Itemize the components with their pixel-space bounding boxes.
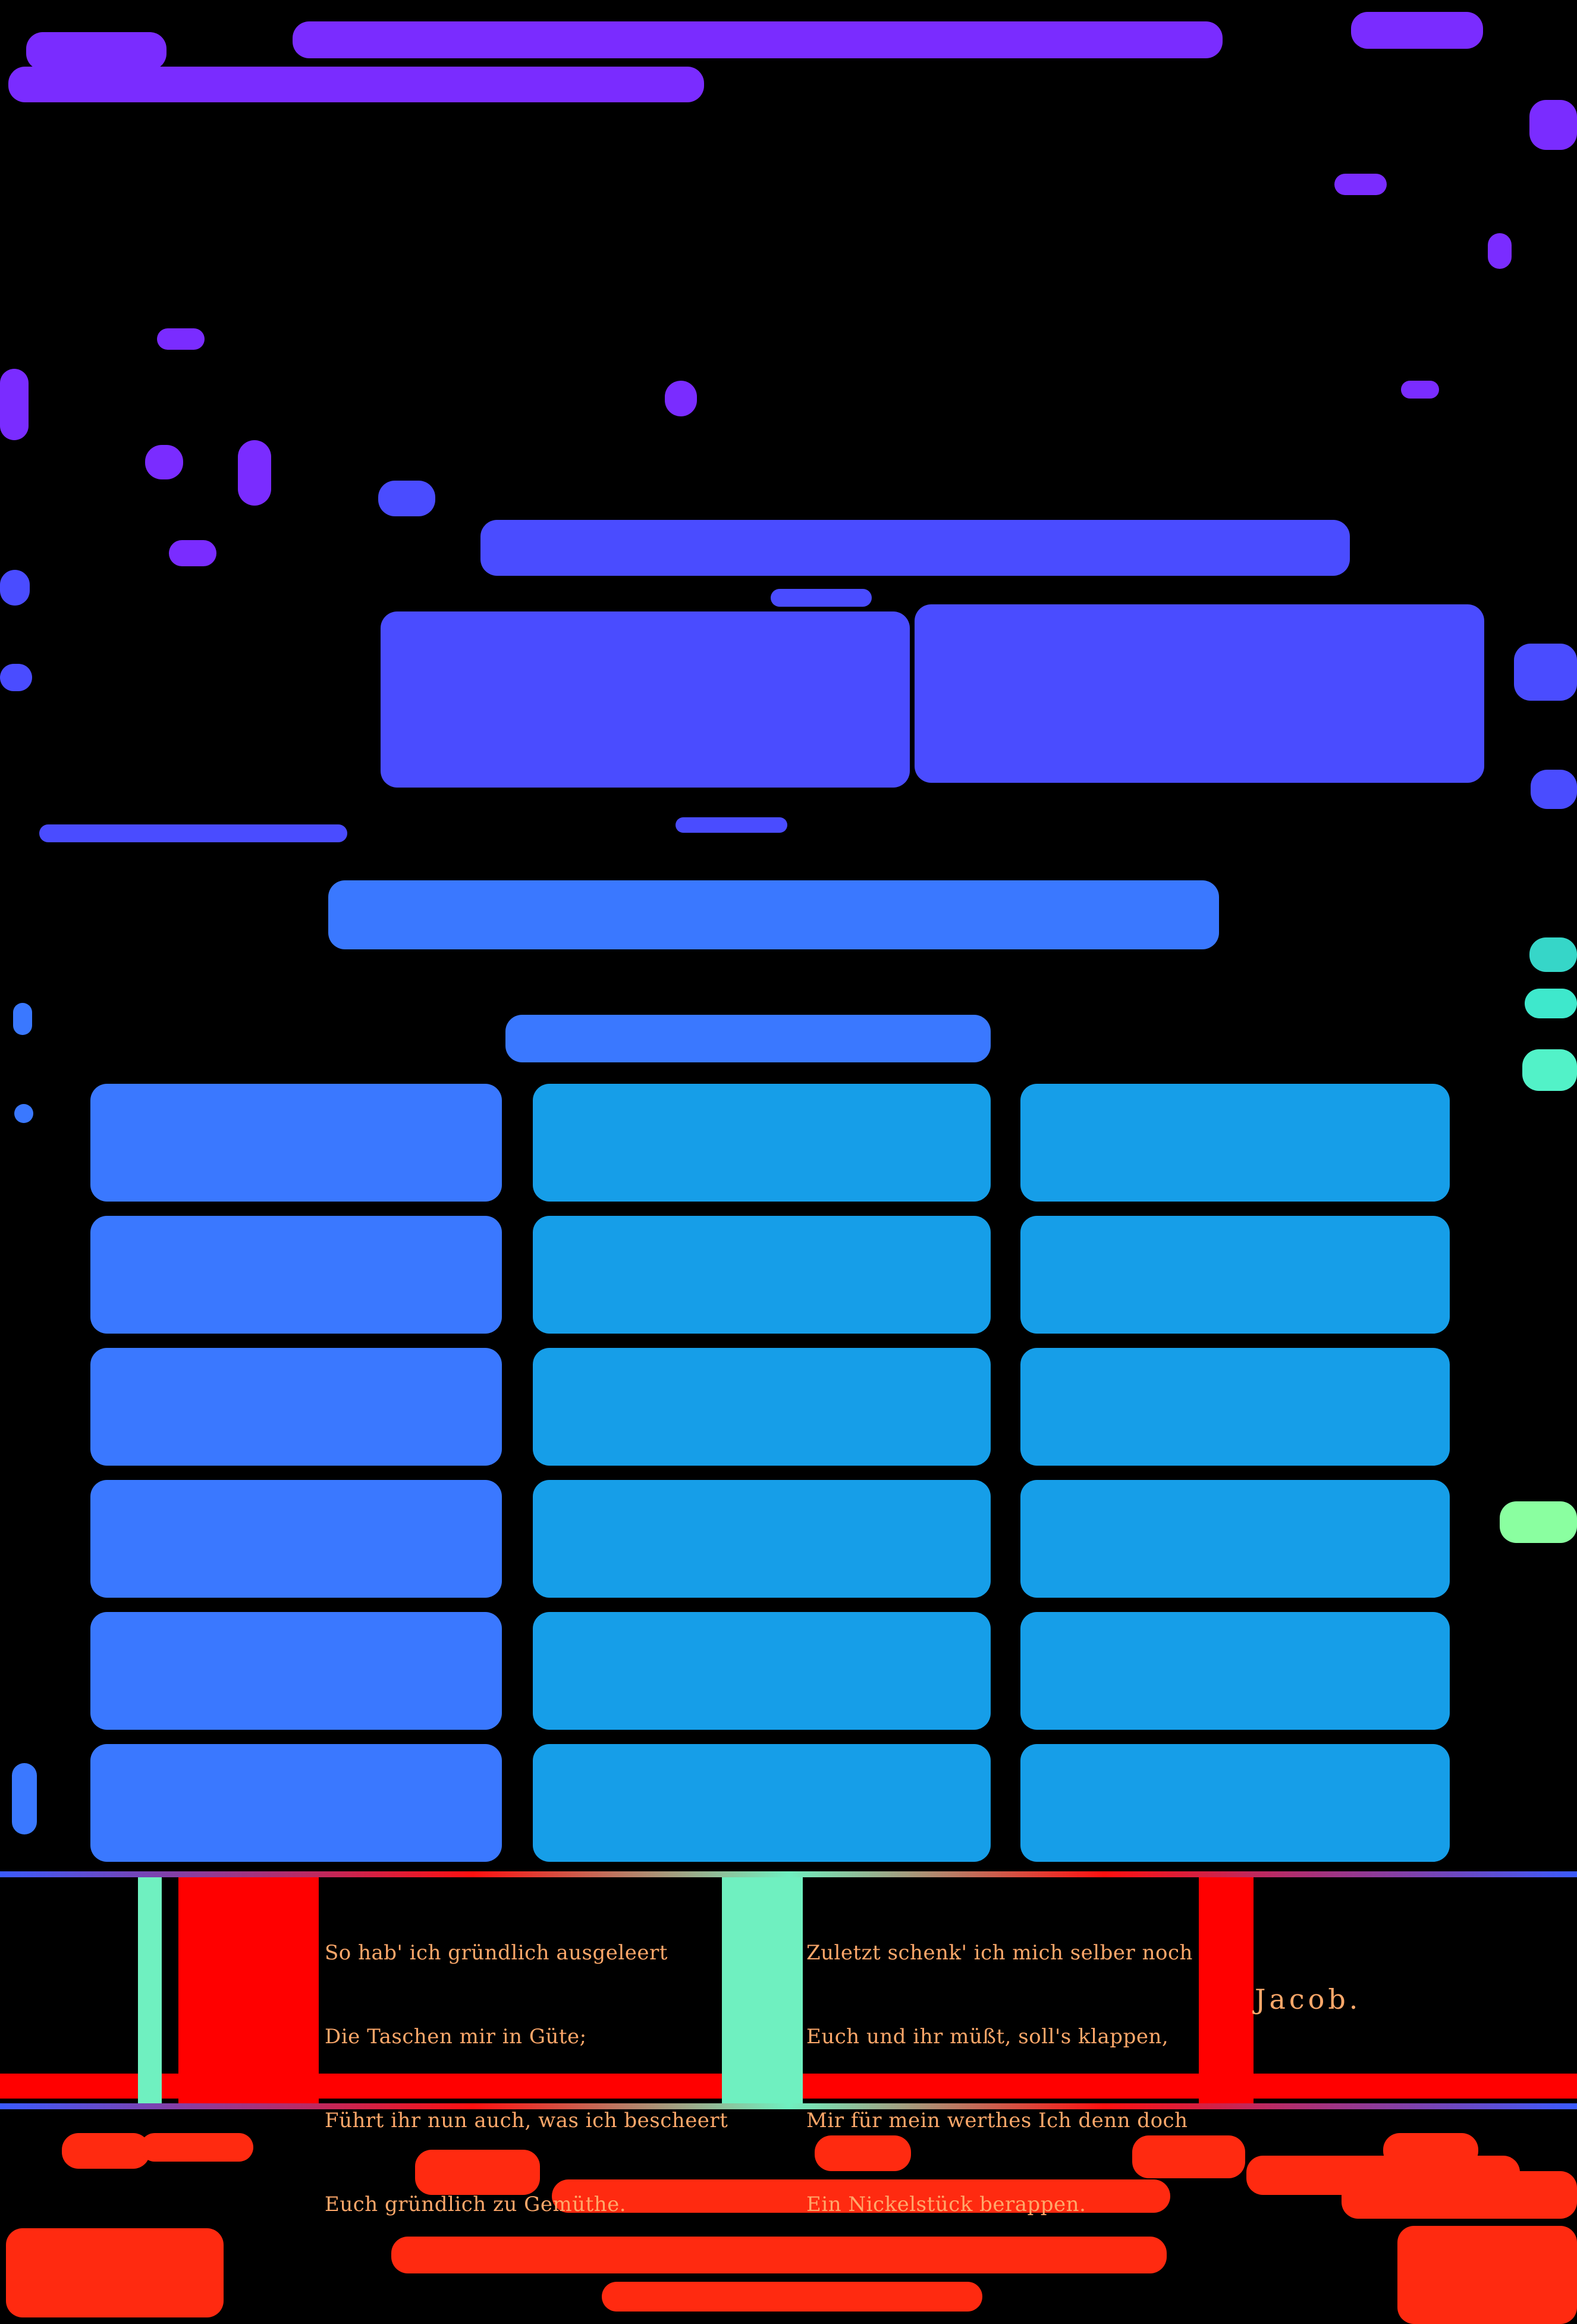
masked-speck [1500, 1501, 1577, 1543]
masked-verse-block [1020, 1480, 1450, 1598]
right-stanza-line: Ein Nickelstück berappen. [806, 2193, 1086, 2216]
right-stanza-line: Mir für mein werthes Ich denn doch [806, 2109, 1188, 2132]
masked-footer-line [415, 2150, 540, 2195]
left-stanza: So hab' ich gründlich ausgeleert Die Tas… [325, 1883, 728, 2275]
masked-speck [13, 1003, 32, 1035]
masked-footer-ornament [1132, 2135, 1245, 2178]
signature: Jacob. [1255, 1983, 1362, 2015]
masked-footer-imprint [391, 2237, 1167, 2273]
masked-speck [1522, 1049, 1577, 1091]
right-stanza-line: Zuletzt schenk' ich mich selber noch [806, 1941, 1193, 1965]
masked-header-left [26, 32, 167, 70]
masked-speck [1529, 937, 1577, 972]
mint-pillar-left [138, 1877, 162, 2103]
right-stanza: Zuletzt schenk' ich mich selber noch Euc… [806, 1883, 1193, 2275]
masked-verse-block [90, 1084, 502, 1202]
masked-footer-emblem [6, 2228, 224, 2317]
strip-top-border [0, 1871, 1577, 1877]
masked-speck [0, 369, 29, 440]
masked-verse-block [90, 1348, 502, 1466]
masked-verse-block [90, 1612, 502, 1730]
masked-footer-date [815, 2135, 911, 2171]
masked-verse-block [90, 1744, 502, 1862]
masked-title [480, 520, 1350, 576]
masked-verse-block [533, 1348, 991, 1466]
masked-verse-block [533, 1744, 991, 1862]
masked-speck [238, 440, 271, 506]
masked-speck [1401, 381, 1439, 399]
masked-header-corner [1529, 100, 1577, 150]
masked-footer-line [552, 2179, 1170, 2213]
masked-verse-block [1020, 1744, 1450, 1862]
masked-intro-left [381, 611, 910, 788]
masked-header-center [293, 21, 1223, 58]
masked-speck [1525, 989, 1577, 1018]
masked-footer-imprint-2 [602, 2282, 982, 2312]
masked-verse-block [90, 1216, 502, 1334]
masked-margin-mark [1531, 770, 1577, 809]
masked-speck [12, 1763, 37, 1834]
masked-footer-line [1342, 2171, 1577, 2219]
left-stanza-line: Führt ihr nun auch, was ich bescheert [325, 2109, 728, 2132]
masked-margin-mark [1514, 644, 1577, 701]
masked-intro-right [915, 604, 1484, 783]
masked-footer-ornament [140, 2133, 253, 2162]
masked-rule [676, 817, 787, 833]
masked-verse-block [1020, 1216, 1450, 1334]
masked-speck [145, 445, 183, 479]
right-stanza-line: Euch und ihr müßt, soll's klappen, [806, 2025, 1169, 2049]
masked-speck [665, 381, 697, 416]
masked-verse-block [533, 1480, 991, 1598]
red-pillar-left [178, 1877, 319, 2103]
masked-section-subheading [505, 1015, 991, 1062]
masked-verse-block [533, 1612, 991, 1730]
masked-verse-block [1020, 1348, 1450, 1466]
masked-footer-ornament [62, 2133, 150, 2169]
left-stanza-line: So hab' ich gründlich ausgeleert [325, 1941, 668, 1965]
left-stanza-line: Euch gründlich zu Gemüthe. [325, 2193, 627, 2216]
masked-footer-corner [1397, 2226, 1577, 2324]
masked-speck [1488, 233, 1512, 269]
mint-pillar-center [722, 1877, 803, 2103]
masked-speck [14, 1104, 33, 1123]
masked-speck [1334, 174, 1387, 195]
masked-speck [157, 328, 205, 350]
masked-verse-block [1020, 1612, 1450, 1730]
verse-strip: So hab' ich gründlich ausgeleert Die Tas… [0, 1871, 1577, 2216]
red-pillar-right [1199, 1877, 1254, 2103]
masked-speck [0, 664, 32, 691]
masked-speck [0, 570, 30, 606]
left-stanza-line: Die Taschen mir in Güte; [325, 2025, 587, 2049]
masked-verse-block [90, 1480, 502, 1598]
masked-header-rule [8, 67, 704, 102]
masked-section-heading [328, 880, 1219, 949]
masked-subtitle-rule [771, 589, 872, 607]
masked-verse-block [1020, 1084, 1450, 1202]
masked-header-right [1351, 12, 1483, 49]
masked-verse-block [533, 1216, 991, 1334]
masked-speck [169, 540, 216, 566]
strip-bottom-border [0, 2103, 1577, 2109]
masked-speck [378, 481, 435, 516]
masked-rule [39, 824, 347, 842]
masked-verse-block [533, 1084, 991, 1202]
